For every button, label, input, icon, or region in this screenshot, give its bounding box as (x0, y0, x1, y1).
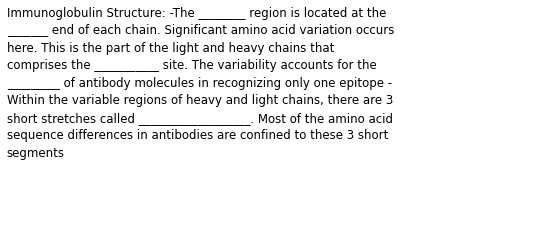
Text: Immunoglobulin Structure: -The ________ region is located at the
_______ end of : Immunoglobulin Structure: -The ________ … (7, 7, 394, 159)
